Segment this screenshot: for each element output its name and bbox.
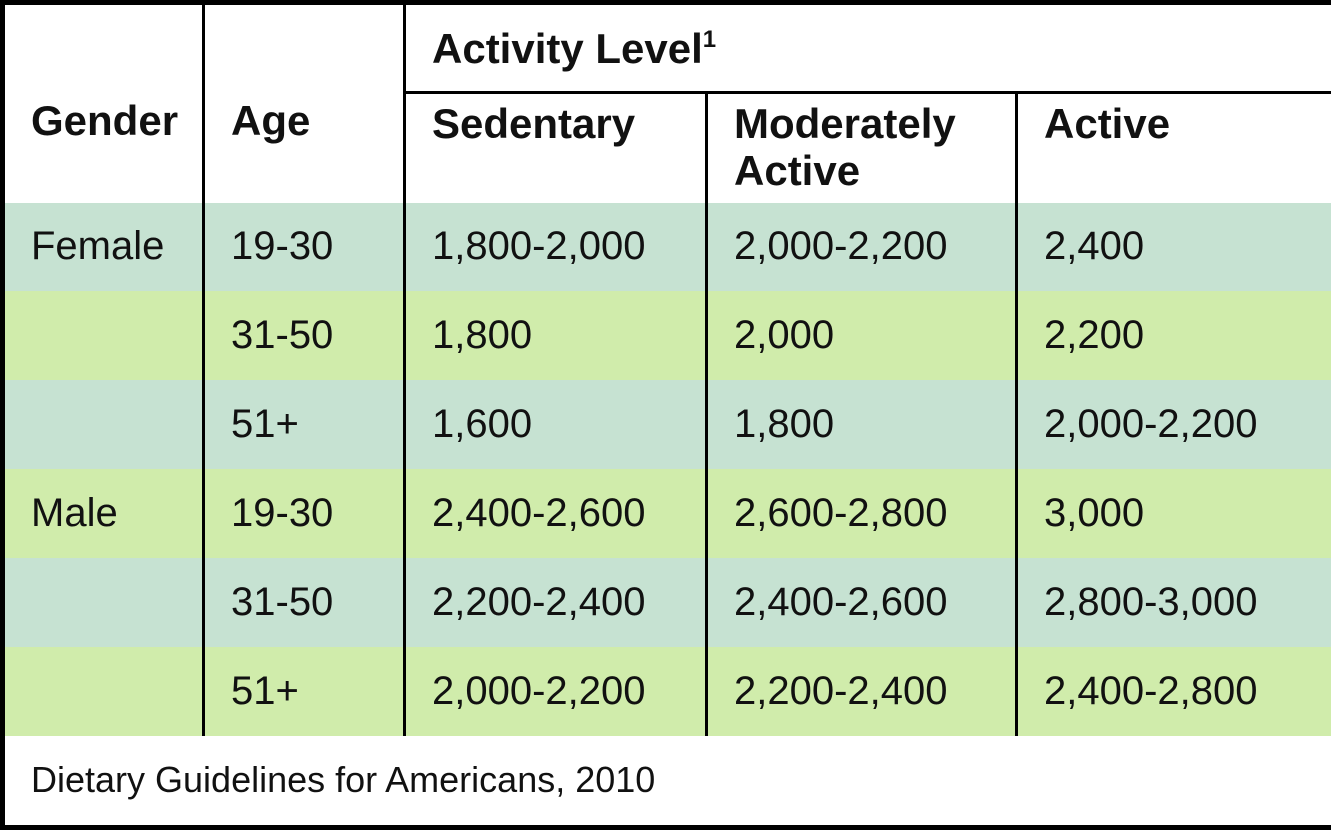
table-header: Gender Age Activity Level1 Sedentary Mod… [2, 2, 1331, 203]
cell-moderately-active: 2,000-2,200 [706, 202, 1018, 292]
cell-gender [2, 291, 205, 381]
footnote-marker: 1 [702, 26, 717, 53]
table-row-male-51-plus: 51+ 2,000-2,200 2,200-2,400 2,400-2,800 [2, 646, 1331, 736]
table-row-male-19-30: Male 19-30 2,400-2,600 2,600-2,800 3,000 [2, 468, 1331, 558]
cell-gender [2, 557, 205, 647]
source-row: Dietary Guidelines for Americans, 2010 [2, 735, 1331, 828]
cell-active: 2,400-2,800 [1016, 646, 1331, 736]
column-header-sedentary: Sedentary [404, 92, 708, 203]
source-text: Dietary Guidelines for Americans, 2010 [2, 735, 1331, 828]
cell-moderately-active: 2,400-2,600 [706, 557, 1018, 647]
activity-level-label: Activity Level [432, 25, 703, 72]
cell-active: 2,800-3,000 [1016, 557, 1331, 647]
column-header-gender: Gender [2, 2, 205, 203]
cell-gender [2, 380, 205, 469]
cell-moderately-active: 2,200-2,400 [706, 646, 1018, 736]
cell-age: 51+ [203, 646, 406, 736]
cell-gender: Female [2, 202, 205, 292]
cell-moderately-active: 1,800 [706, 380, 1018, 469]
column-header-age: Age [203, 2, 406, 203]
column-header-moderately-active: Moderately Active [706, 92, 1018, 203]
cell-moderately-active: 2,600-2,800 [706, 468, 1018, 558]
cell-age: 19-30 [203, 468, 406, 558]
cell-age: 31-50 [203, 557, 406, 647]
table-row-female-31-50: 31-50 1,800 2,000 2,200 [2, 291, 1331, 381]
cell-active: 2,000-2,200 [1016, 380, 1331, 469]
cell-sedentary: 2,200-2,400 [404, 557, 708, 647]
cell-active: 2,400 [1016, 202, 1331, 292]
cell-active: 2,200 [1016, 291, 1331, 381]
header-row-group: Gender Age Activity Level1 [2, 2, 1331, 203]
cell-sedentary: 1,800 [404, 291, 708, 381]
cell-sedentary: 2,400-2,600 [404, 468, 708, 558]
cell-age: 31-50 [203, 291, 406, 381]
cell-active: 3,000 [1016, 468, 1331, 558]
cell-gender [2, 646, 205, 736]
column-header-active: Active [1016, 92, 1331, 203]
table-row-female-51-plus: 51+ 1,600 1,800 2,000-2,200 [2, 380, 1331, 469]
cell-sedentary: 1,800-2,000 [404, 202, 708, 292]
table-row-female-19-30: Female 19-30 1,800-2,000 2,000-2,200 2,4… [2, 202, 1331, 292]
cell-moderately-active: 2,000 [706, 291, 1018, 381]
header-row-activity-levels: Sedentary Moderately Active Active [3, 92, 1331, 203]
table-body: Female 19-30 1,800-2,000 2,000-2,200 2,4… [2, 202, 1331, 736]
cell-gender: Male [2, 468, 205, 558]
table-row-male-31-50: 31-50 2,200-2,400 2,400-2,600 2,800-3,00… [2, 557, 1331, 647]
table-footer: Dietary Guidelines for Americans, 2010 [2, 735, 1331, 828]
column-group-header-activity-level: Activity Level1 [404, 2, 1331, 94]
cell-age: 19-30 [203, 202, 406, 292]
cell-sedentary: 2,000-2,200 [404, 646, 708, 736]
cell-sedentary: 1,600 [404, 380, 708, 469]
cell-age: 51+ [203, 380, 406, 469]
